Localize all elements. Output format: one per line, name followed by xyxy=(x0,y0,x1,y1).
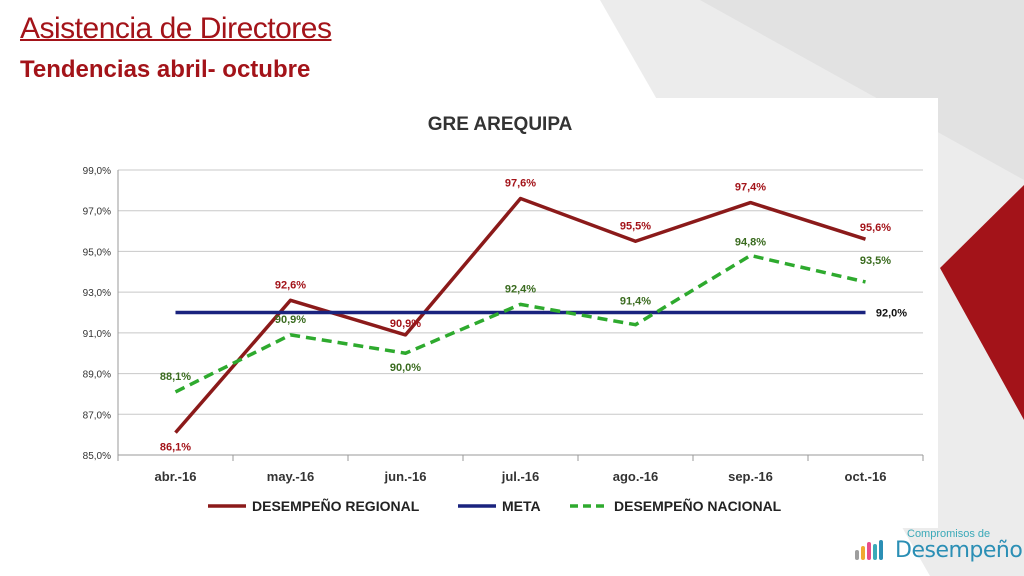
y-tick-label: 97,0% xyxy=(83,207,111,218)
logo-main-text: Desempeño xyxy=(895,538,1023,563)
y-tick-label: 91,0% xyxy=(83,329,111,340)
y-tick-label: 99,0% xyxy=(83,166,111,177)
series-line-regional xyxy=(174,196,867,434)
series-lines xyxy=(174,196,867,434)
data-label-regional: 86,1% xyxy=(160,442,191,454)
data-label-nacional: 91,4% xyxy=(620,296,651,308)
data-label-regional: 95,6% xyxy=(860,222,891,234)
data-label-nacional: 88,1% xyxy=(160,371,191,383)
y-tick-label: 85,0% xyxy=(83,451,111,462)
logo-bars-icon xyxy=(855,540,883,560)
x-axis: abr.-16 may.-16 jun.-16 jul.-16 ago.-16 sep.-… xyxy=(117,454,924,484)
data-label-regional: 90,9% xyxy=(390,318,421,330)
x-tick-label: jul.-16 xyxy=(501,469,540,484)
legend: DESEMPEÑO REGIONAL META DESEMPEÑO NACIONAL xyxy=(208,497,782,514)
slide-title: Asistencia de Directores xyxy=(20,12,332,45)
y-tick-label: 93,0% xyxy=(83,288,111,299)
chart-container: GRE AREQUIPA 85,0% 87,0% 89,0% 91,0% 93,0% 95… xyxy=(63,98,938,528)
logo: Compromisos de Desempeño xyxy=(855,528,1023,564)
data-label-nacional: 92,4% xyxy=(505,283,536,295)
legend-label-nacional: DESEMPEÑO NACIONAL xyxy=(614,497,782,514)
x-tick-label: oct.-16 xyxy=(845,469,887,484)
x-tick-label: sep.-16 xyxy=(728,469,773,484)
data-label-meta: 92,0% xyxy=(876,308,907,320)
data-labels: 86,1% 92,6% 90,9% 97,6% 95,5% 97,4% 95,6% 92,0%… xyxy=(160,178,907,454)
y-tick-label: 95,0% xyxy=(83,247,111,258)
y-tick-label: 87,0% xyxy=(83,410,111,421)
data-label-nacional: 90,0% xyxy=(390,362,421,374)
data-label-nacional: 93,5% xyxy=(860,255,891,267)
x-tick-label: may.-16 xyxy=(267,469,314,484)
x-tick-label: jun.-16 xyxy=(384,469,427,484)
x-tick-label: ago.-16 xyxy=(613,469,659,484)
y-tick-label: 89,0% xyxy=(83,370,111,381)
data-label-regional: 95,5% xyxy=(620,220,651,232)
slide-subtitle: Tendencias abril- octubre xyxy=(20,56,311,83)
x-tick-label: abr.-16 xyxy=(155,469,197,484)
data-label-regional: 97,6% xyxy=(505,178,536,190)
legend-label-regional: DESEMPEÑO REGIONAL xyxy=(252,497,420,514)
data-label-nacional: 90,9% xyxy=(275,314,306,326)
data-label-regional: 92,6% xyxy=(275,279,306,291)
logo-top-text: Compromisos de xyxy=(907,528,991,540)
legend-label-meta: META xyxy=(502,498,541,514)
line-chart: GRE AREQUIPA 85,0% 87,0% 89,0% 91,0% 93,0% 95… xyxy=(83,114,924,514)
data-label-regional: 97,4% xyxy=(735,182,766,194)
y-axis: 85,0% 87,0% 89,0% 91,0% 93,0% 95,0% 97,0% 99,0% xyxy=(83,166,119,462)
data-label-nacional: 94,8% xyxy=(735,237,766,249)
series-line-nacional xyxy=(174,253,866,394)
chart-title: GRE AREQUIPA xyxy=(428,114,573,135)
